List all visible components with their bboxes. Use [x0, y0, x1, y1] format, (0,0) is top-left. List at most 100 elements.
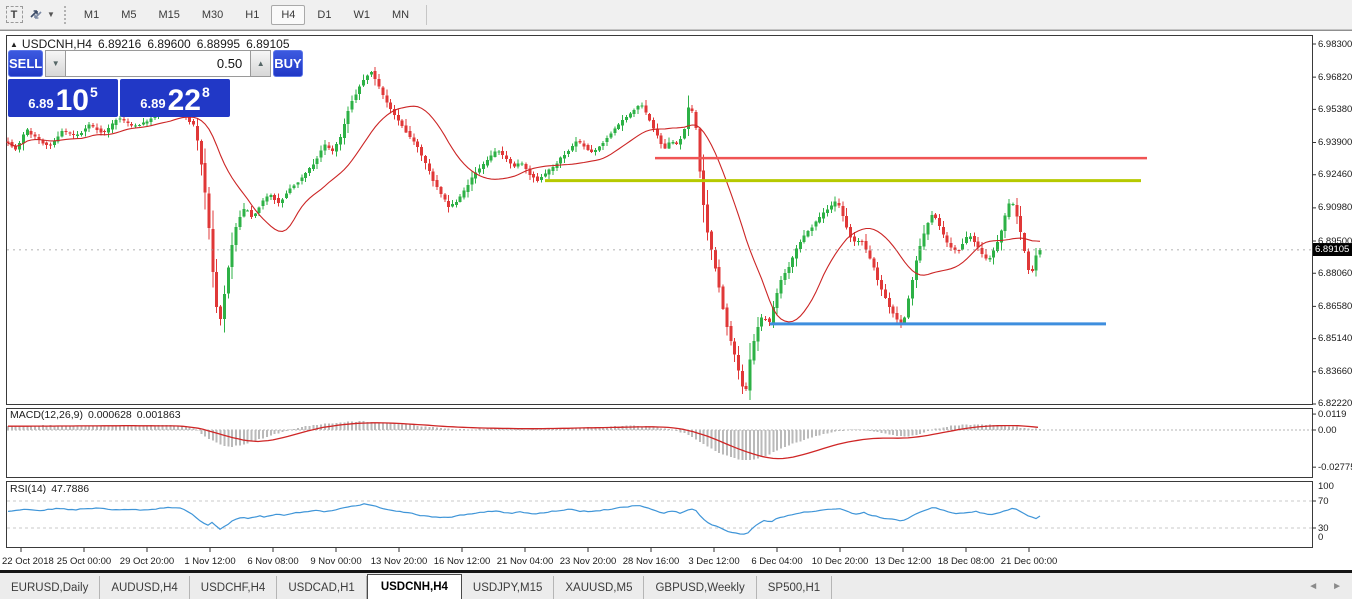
- chart-tab-gbpusd[interactable]: GBPUSD,Weekly: [644, 576, 757, 599]
- symbol-label: USDCNH,H4: [21, 37, 92, 51]
- rsi-axis-label: 70: [1318, 495, 1329, 507]
- chart-tab-bar: EURUSD,Daily AUDUSD,H4 USDCHF,H4 USDCAD,H1 U…: [0, 573, 1352, 599]
- ask-big-digits: 22: [167, 84, 201, 117]
- window-divider: [0, 570, 1352, 573]
- current-price-tag: 6.89105: [1313, 243, 1352, 256]
- bid-big-digits: 10: [55, 84, 89, 117]
- timeframe-button-m5[interactable]: M5: [121, 8, 137, 21]
- macd-label: MACD(12,26,9) 0.000628 0.001863: [10, 409, 186, 421]
- rsi-value: 47.7886: [51, 483, 90, 495]
- ask-price-display[interactable]: 6.89 22 8: [120, 79, 230, 117]
- bid-point-digit: 5: [89, 84, 98, 100]
- sell-button[interactable]: SELL: [8, 50, 44, 77]
- ask-point-digit: 8: [201, 84, 210, 100]
- chart-tab-audusd[interactable]: AUDUSD,H4: [100, 576, 190, 599]
- price-axis-label: 6.93900: [1318, 137, 1352, 148]
- tab-scroll-left-icon[interactable]: ◄: [1308, 580, 1319, 592]
- volume-stepper: ▼ ▲: [45, 50, 272, 77]
- macd-axis-label: 0.0119: [1318, 408, 1347, 420]
- timeframe-button-h1[interactable]: H1: [245, 8, 260, 21]
- time-axis-label: 28 Nov 16:00: [622, 556, 680, 567]
- chevron-down-icon: ▼: [47, 10, 55, 19]
- macd-main-value: 0.000628: [87, 409, 132, 421]
- bid-prefix: 6.89: [28, 96, 54, 111]
- volume-increase-button[interactable]: ▲: [250, 50, 272, 77]
- chart-title: ▲ USDCNH,H4 6.89216 6.89600 6.88995 6.89105: [10, 37, 296, 51]
- timeframe-button-h4[interactable]: H4: [271, 4, 306, 25]
- text-tool-button[interactable]: T: [2, 4, 26, 26]
- macd-axis-label: 0.00: [1318, 424, 1337, 436]
- time-axis-label: 18 Dec 08:00: [937, 556, 995, 567]
- time-axis-label: 3 Dec 12:00: [688, 556, 740, 567]
- time-axis-label: 9 Nov 00:00: [310, 556, 362, 567]
- ohlc-close: 6.89105: [246, 37, 290, 51]
- rsi-axis-label: 30: [1318, 522, 1329, 534]
- volume-decrease-button[interactable]: ▼: [45, 50, 67, 77]
- timeframe-button-m30[interactable]: M30: [201, 8, 224, 21]
- time-axis-label: 29 Oct 20:00: [119, 556, 175, 567]
- candlestick-series: [6, 66, 1042, 400]
- price-axis-ticks: [1312, 43, 1316, 529]
- time-axis-label: 16 Nov 12:00: [433, 556, 491, 567]
- price-axis-label: 6.90980: [1318, 202, 1352, 214]
- rsi-line: [7, 503, 1041, 535]
- volume-input[interactable]: [66, 50, 251, 77]
- tab-scroll-right-icon[interactable]: ►: [1332, 580, 1342, 592]
- bid-price-display[interactable]: 6.89 10 5: [8, 79, 118, 117]
- time-axis-label: 25 Oct 00:00: [56, 556, 112, 567]
- timeframe-button-w1[interactable]: W1: [353, 8, 370, 21]
- time-axis-ticks: [20, 548, 1030, 552]
- tab-scroll-arrows: ◄ ►: [1294, 573, 1352, 599]
- chart-tab-usdcnh[interactable]: USDCNH,H4: [366, 574, 462, 599]
- one-click-trading-panel: SELL ▼ ▲ BUY 6.89 10 5 6.89 22 8: [8, 50, 303, 117]
- time-axis-label: 21 Dec 00:00: [1000, 556, 1058, 567]
- time-axis-label: 6 Nov 08:00: [247, 556, 299, 567]
- macd-signal-line: [8, 422, 1039, 460]
- toolbar-grip: [63, 5, 66, 24]
- chart-tab-usdjpy[interactable]: USDJPY,M15: [462, 576, 555, 599]
- rsi-axis-label: 0: [1318, 531, 1324, 543]
- ohlc-high: 6.89600: [147, 37, 191, 51]
- price-axis-label: 6.92460: [1318, 169, 1352, 181]
- time-axis-label: 22 Oct 2018: [2, 556, 54, 567]
- time-axis-label: 1 Nov 12:00: [184, 556, 236, 567]
- toolbar-separator: [426, 4, 428, 25]
- tabs: EURUSD,Daily AUDUSD,H4 USDCHF,H4 USDCAD,H1 U…: [0, 573, 833, 599]
- time-axis-label: 23 Nov 20:00: [559, 556, 617, 567]
- chart-canvas[interactable]: [0, 31, 1352, 571]
- chart-tab-usdcad[interactable]: USDCAD,H1: [277, 576, 367, 599]
- macd-signal-value: 0.001863: [136, 409, 181, 421]
- timeframe-button-m1[interactable]: M1: [83, 8, 100, 21]
- price-axis-label: 6.96820: [1318, 71, 1352, 83]
- text-tool-icon: T: [5, 6, 23, 23]
- timeframe-button-mn[interactable]: MN: [391, 8, 410, 21]
- time-axis-label: 21 Nov 04:00: [496, 556, 554, 567]
- timeframe-group: M1 M5 M15 M30 H1 H4 D1 W1 MN: [73, 4, 420, 25]
- toolbar: T ▼ M1 M5 M15 M30 H1 H4 D1 W1 MN: [0, 0, 1352, 30]
- timeframe-button-d1[interactable]: D1: [317, 8, 332, 21]
- timeframe-button-m15[interactable]: M15: [158, 8, 180, 21]
- price-axis-label: 6.85140: [1318, 333, 1352, 345]
- arrange-arrows-icon: [30, 10, 42, 19]
- time-axis-label: 10 Dec 20:00: [811, 556, 869, 567]
- collapse-triangle-icon[interactable]: ▲: [10, 40, 18, 49]
- chart-window: ▲ USDCNH,H4 6.89216 6.89600 6.88995 6.89105 S…: [0, 30, 1352, 571]
- arrange-windows-button[interactable]: ▼: [28, 4, 55, 26]
- price-axis-label: 6.88060: [1318, 267, 1352, 279]
- chart-tab-eurusd[interactable]: EURUSD,Daily: [0, 576, 101, 599]
- price-axis-label: 6.82220: [1318, 398, 1352, 410]
- buy-button[interactable]: BUY: [273, 50, 303, 77]
- rsi-axis-label: 100: [1318, 480, 1334, 492]
- price-axis-label: 6.98300: [1318, 38, 1352, 50]
- chart-tab-usdchf[interactable]: USDCHF,H4: [190, 576, 278, 599]
- ma-line: [7, 105, 1041, 323]
- chart-tab-sp500[interactable]: SP500,H1: [757, 576, 833, 599]
- ohlc-low: 6.88995: [196, 37, 241, 51]
- price-axis-label: 6.83660: [1318, 366, 1352, 378]
- price-axis-label: 6.95380: [1318, 103, 1352, 115]
- chart-tab-xauusd[interactable]: XAUUSD,M5: [554, 576, 645, 599]
- macd-name: MACD(12,26,9): [10, 409, 83, 421]
- rsi-name: RSI(14): [10, 483, 47, 495]
- rsi-panel-border: [6, 481, 1313, 548]
